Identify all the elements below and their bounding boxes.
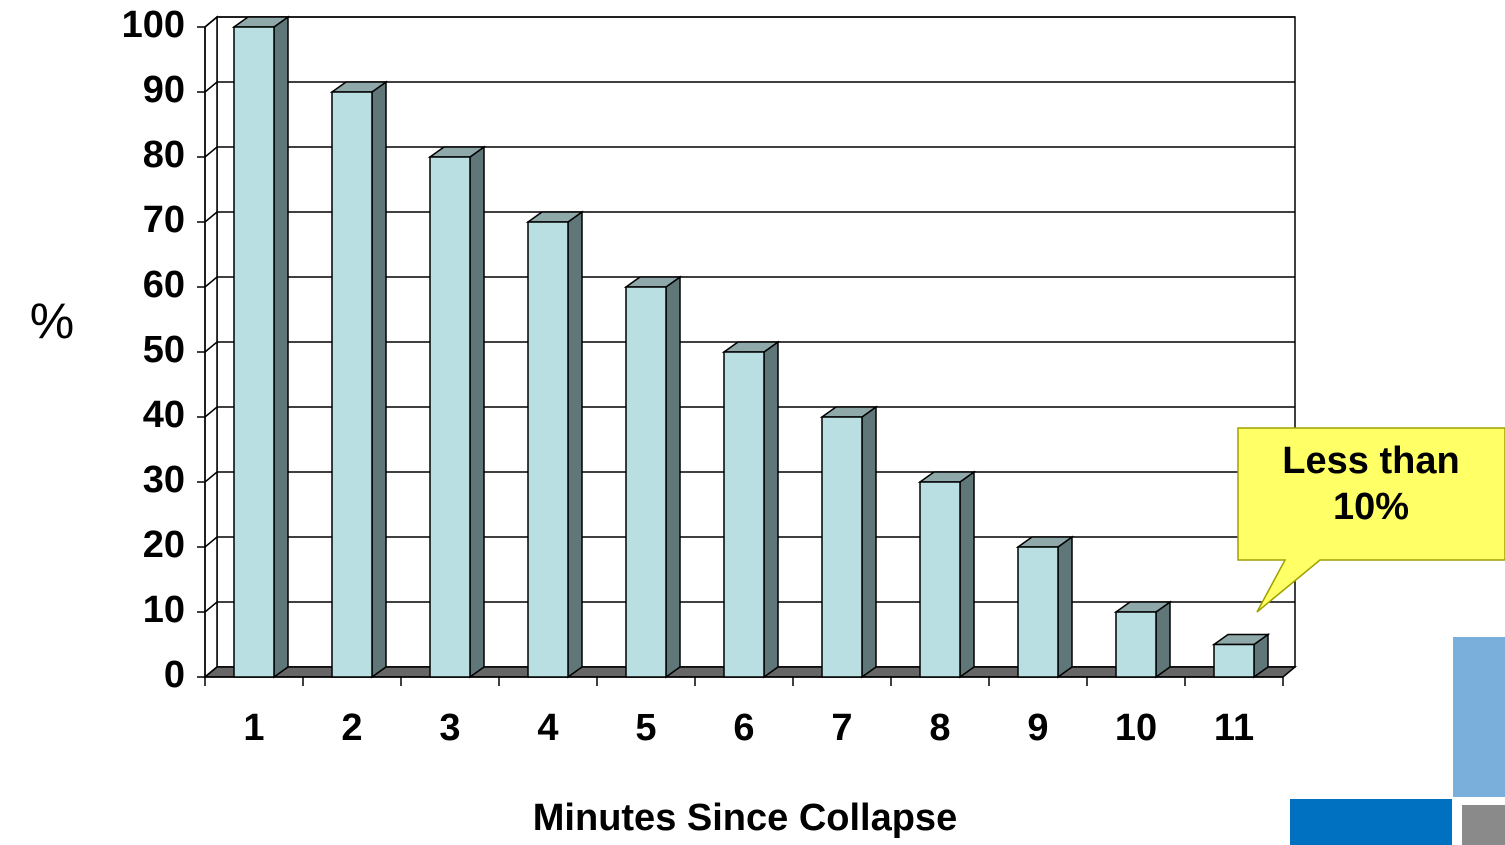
y-tick-label: 100 [122,4,185,46]
bar [1211,633,1271,679]
bar-front [919,481,961,678]
bar [819,405,879,679]
grid-line [204,146,1295,158]
grid-line [204,276,1295,288]
bar-side [861,405,877,679]
bar [231,15,291,679]
x-tick-label: 5 [635,707,656,749]
bar-side [371,80,387,679]
grid-line [204,341,1295,353]
bar [1113,600,1173,679]
x-tick-label: 7 [831,707,852,749]
grid-line [204,406,1295,418]
bar-side [567,210,583,679]
x-tick-label: 2 [341,707,362,749]
grid-line [204,16,1295,28]
y-tick-label: 70 [143,199,185,241]
x-tick-label: 9 [1027,707,1048,749]
y-tick-label: 30 [143,459,185,501]
bar-front [233,26,275,678]
grid-line [204,211,1295,223]
bar [721,340,781,679]
x-tick-label: 6 [733,707,754,749]
bar-side [469,145,485,679]
x-axis-label: Minutes Since Collapse [533,797,957,839]
y-tick-label: 0 [164,654,185,696]
bar [329,80,389,679]
decor [1290,799,1452,845]
bar [525,210,585,679]
bar-front [429,156,471,678]
x-tick-label: 10 [1115,707,1157,749]
x-tick-label: 1 [243,707,264,749]
bar-side [1155,600,1171,679]
bar-side [665,275,681,679]
bar-front [1115,611,1157,678]
x-tick-label: 3 [439,707,460,749]
bar-front [1017,546,1059,678]
bar-front [331,91,373,678]
callout-bubble [1237,427,1505,613]
x-tick-label: 8 [929,707,950,749]
bar-front [527,221,569,678]
y-tick-label: 40 [143,394,185,436]
y-tick-label: 20 [143,524,185,566]
bar-side [1057,535,1073,679]
y-tick-label: 60 [143,264,185,306]
bar [623,275,683,679]
grid-line [204,81,1295,93]
bar-front [1213,643,1255,678]
bar [1015,535,1075,679]
decor [1453,637,1505,797]
x-tick-label: 11 [1214,707,1254,749]
y-axis-label: % [30,293,74,349]
y-tick-label: 80 [143,134,185,176]
bar-front [723,351,765,678]
bar-front [821,416,863,678]
y-tick-label: 90 [143,69,185,111]
y-tick-label: 10 [143,589,185,631]
bar-side [273,15,289,679]
bar [427,145,487,679]
bar-side [959,470,975,679]
y-tick-label: 50 [143,329,185,371]
decor [1462,805,1505,845]
bar-front [625,286,667,678]
bar [917,470,977,679]
bar-side [763,340,779,679]
annotation: Less than 10% [1282,440,1460,528]
x-tick-label: 4 [537,707,558,749]
